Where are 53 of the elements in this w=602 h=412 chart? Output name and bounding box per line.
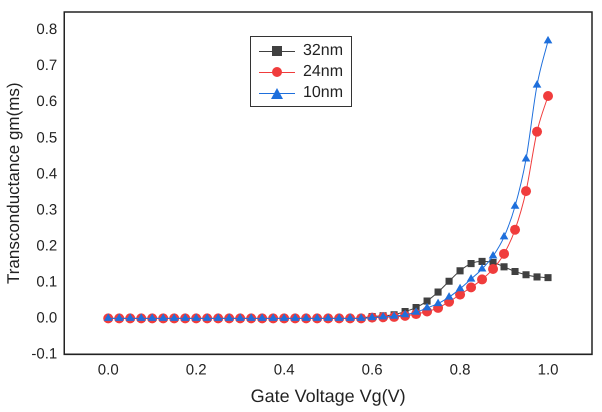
point [488,251,498,259]
point [434,298,442,306]
point [532,80,542,88]
point [499,248,510,259]
point [478,258,486,265]
legend-label: 10nm [303,84,344,102]
x-tick-label: 0.0 [98,362,119,379]
point [488,264,498,274]
point [522,271,530,278]
point [510,224,520,235]
y-tick-label: 0.6 [36,93,58,110]
point [444,292,454,300]
y-axis-title: Transconductance gm(ms) [4,82,23,284]
legend-label: 24nm [303,62,344,80]
y-tick-label: 0.5 [36,129,58,146]
point [478,264,486,272]
point [521,186,532,196]
point [533,273,541,280]
y-tick-label: 0.2 [36,237,58,254]
y-tick-label: 0.0 [36,310,58,326]
point [434,288,442,296]
x-axis-title: Gate Voltage Vg(V) [250,386,406,406]
y-tick-label: 0.3 [36,201,58,218]
point [456,284,464,292]
point [477,274,488,284]
x-tick-label: 0.4 [274,362,295,379]
point [466,282,476,292]
point [543,90,554,101]
x-tick-label: 0.2 [186,362,207,379]
x-tick-label: 0.6 [362,362,383,379]
point [510,201,520,209]
point [456,267,464,274]
x-tick-label: 0.8 [450,362,470,379]
point [468,260,475,268]
point [544,274,552,282]
point [512,268,519,276]
point [500,263,508,270]
point [544,36,552,44]
point [522,154,530,162]
y-tick-label: 0.8 [36,21,58,38]
point [422,302,432,310]
point [424,298,431,305]
point [412,307,420,315]
y-tick-label: -0.1 [31,346,58,363]
point [446,278,453,285]
point [500,232,508,240]
point [532,126,542,137]
x-tick-label: 1.0 [538,362,558,379]
point [466,274,476,282]
y-tick-label: 0.7 [36,57,58,74]
y-tick-label: 0.4 [36,165,58,182]
legend-label: 32nm [303,42,344,60]
y-tick-label: 0.1 [36,273,58,290]
